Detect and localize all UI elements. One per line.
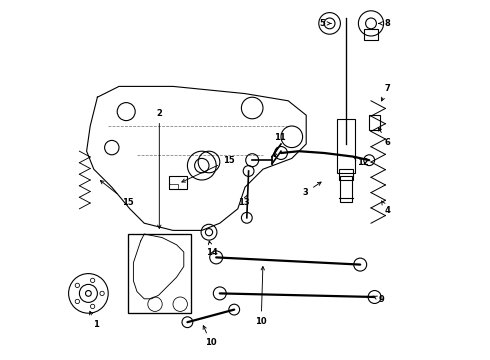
Text: 5: 5 (319, 19, 331, 28)
Text: 2: 2 (156, 109, 162, 228)
Bar (364, 29, 378, 40)
Text: 15: 15 (100, 181, 134, 207)
Text: 12: 12 (354, 157, 369, 167)
Text: 10: 10 (203, 326, 217, 347)
Text: 8: 8 (379, 19, 390, 28)
Bar (339, 169, 353, 180)
Bar (337, 119, 355, 173)
Bar (128, 234, 191, 313)
Bar (170, 184, 178, 189)
Bar (170, 176, 187, 189)
Text: 6: 6 (378, 127, 390, 147)
Text: 1: 1 (90, 311, 98, 329)
Text: 10: 10 (255, 267, 267, 325)
Text: 13: 13 (239, 195, 250, 207)
Bar (340, 176, 352, 202)
Bar (369, 115, 380, 130)
Text: 7: 7 (381, 84, 390, 101)
Text: 9: 9 (373, 295, 384, 304)
Text: 15: 15 (182, 156, 235, 182)
Text: 4: 4 (382, 201, 390, 215)
Text: 3: 3 (303, 182, 321, 197)
Text: 14: 14 (206, 241, 218, 257)
Text: 11: 11 (273, 133, 286, 157)
